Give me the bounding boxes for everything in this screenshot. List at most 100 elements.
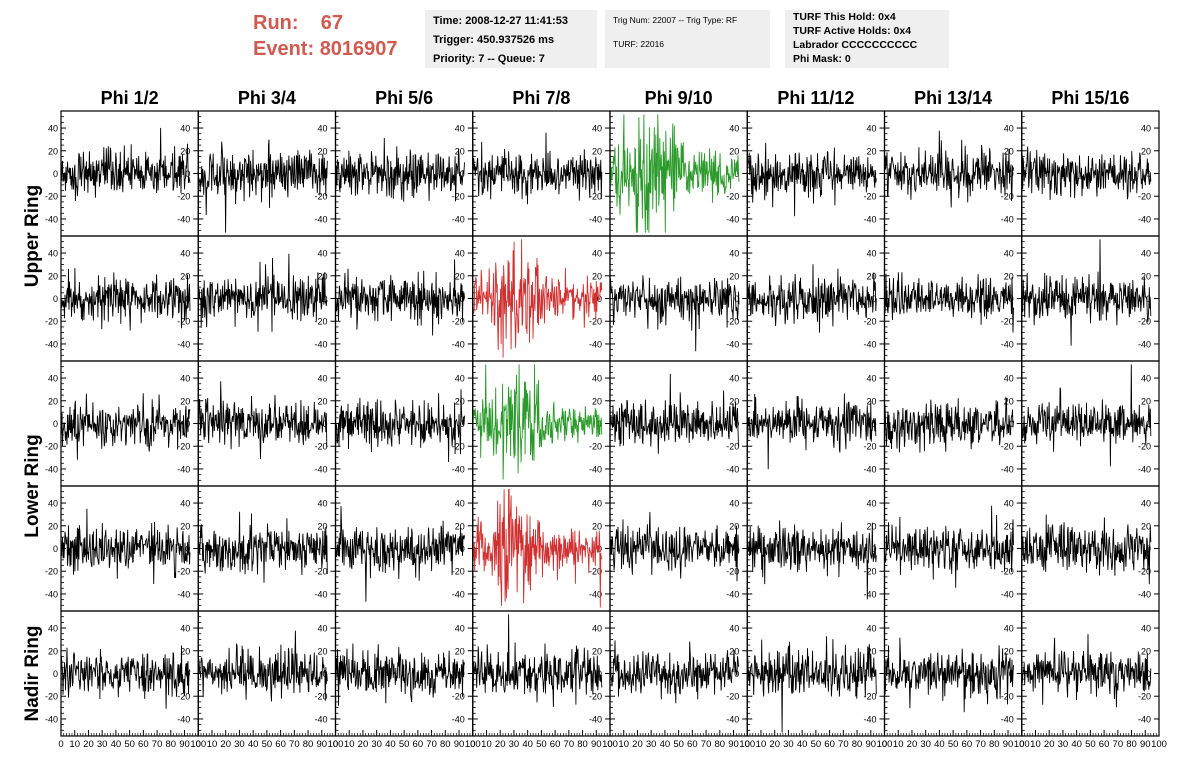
column-header: Phi 1/2: [101, 88, 159, 108]
x-tick-label: 50: [399, 739, 410, 750]
waveform-trace: [60, 508, 191, 585]
y-tick-label: -20: [863, 442, 876, 452]
x-tick-label: 80: [303, 739, 314, 750]
y-tick-label: -40: [726, 589, 739, 599]
column-header: Phi 7/8: [512, 88, 570, 108]
y-tick-label: 40: [729, 124, 739, 134]
y-tick-label: 40: [455, 124, 465, 134]
y-tick-label: -40: [452, 214, 465, 224]
x-tick-label: 30: [97, 739, 108, 750]
y-tick-label: 20: [180, 396, 190, 406]
y-tick-label: 40: [455, 499, 465, 509]
y-tick-label: -40: [452, 464, 465, 474]
y-tick-label: -40: [863, 589, 876, 599]
y-tick-label: 0: [1009, 294, 1014, 304]
y-tick-label: -40: [863, 339, 876, 349]
y-tick-label: -20: [177, 442, 190, 452]
y-tick-label: -20: [1138, 192, 1151, 202]
y-tick-label: -20: [45, 692, 58, 702]
y-tick-label: -40: [726, 464, 739, 474]
x-tick-label: 90: [591, 739, 602, 750]
y-tick-label: 20: [1004, 271, 1014, 281]
y-tick-label: 20: [592, 146, 602, 156]
y-tick-label: -20: [177, 567, 190, 577]
y-tick-label: 40: [866, 124, 876, 134]
run-value: 67: [320, 12, 344, 34]
x-tick-label: 60: [550, 739, 561, 750]
x-tick-label: 0: [470, 739, 475, 750]
y-tick-label: -40: [314, 589, 327, 599]
y-tick-label: -20: [177, 317, 190, 327]
x-tick-label: 70: [564, 739, 575, 750]
x-tick-label: 40: [385, 739, 396, 750]
x-tick-label: 70: [289, 739, 300, 750]
x-tick-label: 50: [536, 739, 547, 750]
x-tick-label: 60: [962, 739, 973, 750]
x-tick-label: 70: [1113, 739, 1124, 750]
y-tick-label: -20: [726, 567, 739, 577]
y-tick-label: 0: [1146, 294, 1151, 304]
y-tick-label: -20: [1138, 567, 1151, 577]
y-tick-label: -40: [45, 714, 58, 724]
waveform-trace: [472, 239, 603, 358]
x-tick-label: 90: [1003, 739, 1014, 750]
y-tick-label: 0: [1146, 419, 1151, 429]
y-tick-label: -40: [177, 714, 190, 724]
y-tick-label: -40: [589, 464, 602, 474]
run-row: Run: 67: [253, 10, 398, 36]
waveform-trace: [746, 393, 877, 470]
y-tick-label: -40: [1001, 339, 1014, 349]
y-tick-label: -20: [45, 567, 58, 577]
x-tick-label: 70: [975, 739, 986, 750]
y-tick-label: -40: [726, 214, 739, 224]
x-tick-label: 50: [948, 739, 959, 750]
y-tick-label: -40: [726, 339, 739, 349]
x-tick-label: 100: [739, 739, 755, 750]
x-tick-label: 80: [989, 739, 1000, 750]
x-tick-label: 30: [920, 739, 931, 750]
y-tick-label: 40: [48, 124, 58, 134]
y-tick-label: 20: [455, 271, 465, 281]
waveform-trace: [197, 139, 328, 233]
column-header: Phi 5/6: [375, 88, 433, 108]
y-tick-label: -20: [45, 442, 58, 452]
event-row: Event: 8016907: [253, 36, 398, 62]
y-tick-label: 40: [866, 499, 876, 509]
y-tick-label: -40: [177, 464, 190, 474]
x-tick-label: 50: [1085, 739, 1096, 750]
y-tick-label: -20: [314, 692, 327, 702]
y-tick-label: -40: [314, 214, 327, 224]
run-label: Run:: [253, 12, 299, 34]
y-tick-label: 20: [48, 146, 58, 156]
y-tick-label: -20: [452, 692, 465, 702]
x-tick-label: 80: [852, 739, 863, 750]
y-tick-label: 0: [1146, 669, 1151, 679]
y-tick-label: 20: [729, 396, 739, 406]
x-tick-label: 40: [660, 739, 671, 750]
waveform-trace: [884, 272, 1014, 333]
panel-frame: [1021, 610, 1160, 737]
x-tick-label: 10: [756, 739, 767, 750]
waveform-trace: [746, 264, 877, 333]
y-tick-label: 20: [866, 146, 876, 156]
turf-text: TURF: 22016: [613, 39, 665, 49]
y-tick-label: 40: [48, 374, 58, 384]
y-tick-label: 40: [866, 249, 876, 259]
y-tick-label: -40: [177, 589, 190, 599]
column-header: Phi 11/12: [777, 88, 854, 108]
y-tick-label: -20: [1138, 442, 1151, 452]
waveform-trace: [197, 253, 328, 332]
x-tick-label: 30: [646, 739, 657, 750]
y-tick-label: 0: [460, 169, 465, 179]
x-tick-label: 100: [465, 739, 481, 750]
y-tick-label: 20: [592, 271, 602, 281]
labrador-text: Labrador CCCCCCCCCC: [793, 39, 918, 51]
x-tick-label: 0: [882, 739, 887, 750]
phi-mask-text: Phi Mask: 0: [793, 53, 851, 65]
y-tick-label: 20: [866, 646, 876, 656]
y-tick-label: 20: [866, 396, 876, 406]
x-tick-label: 80: [715, 739, 726, 750]
y-tick-label: 20: [1004, 396, 1014, 406]
y-tick-label: 20: [1141, 521, 1151, 531]
x-tick-label: 60: [275, 739, 286, 750]
